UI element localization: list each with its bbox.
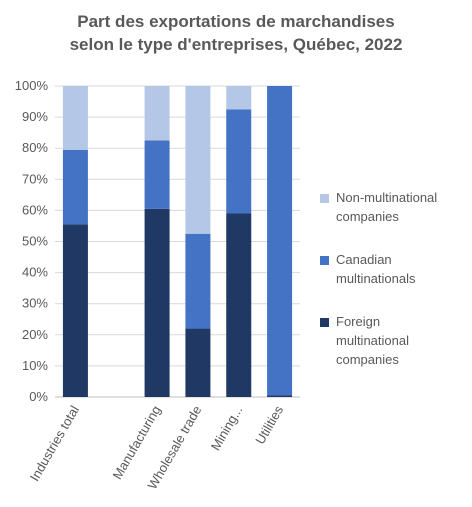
- gridlines: [55, 85, 300, 398]
- y-tick-label: 60%: [22, 202, 48, 217]
- bar-segment: [62, 149, 88, 225]
- legend-label-line: companies: [336, 352, 399, 367]
- bar-segment: [226, 86, 252, 110]
- bar-segment: [267, 86, 293, 396]
- y-tick-label: 70%: [22, 171, 48, 186]
- y-tick-label: 50%: [22, 234, 48, 249]
- bar-segment: [144, 208, 170, 397]
- chart-title-line-2: selon le type d'entreprises, Québec, 202…: [69, 35, 403, 54]
- legend: Non-multinational companies Canadian multin…: [320, 188, 470, 393]
- bar-segment: [226, 213, 252, 397]
- legend-label-line: Non-multinational: [336, 190, 438, 205]
- y-tick-label: 80%: [22, 140, 48, 155]
- legend-label-line: companies: [336, 209, 399, 224]
- bar-segment: [226, 109, 252, 214]
- bar-segment: [185, 328, 211, 397]
- legend-item: Foreign multinational companies: [320, 312, 470, 369]
- bar-segment: [185, 233, 211, 329]
- bar-segment: [144, 86, 170, 141]
- legend-swatch: [320, 318, 329, 327]
- bars: [62, 86, 293, 397]
- y-tick-label: 100%: [15, 78, 49, 93]
- y-tick-label: 90%: [22, 109, 48, 124]
- bar-segment: [267, 395, 293, 397]
- x-tick-label: Industries total: [27, 403, 82, 484]
- legend-swatch: [320, 256, 329, 265]
- legend-label-line: multinationals: [336, 271, 416, 286]
- y-tick-label: 40%: [22, 265, 48, 280]
- chart-title: Part des exportations de marchandises se…: [0, 10, 472, 56]
- y-tick-label: 20%: [22, 327, 48, 342]
- legend-item: Non-multinational companies: [320, 188, 470, 226]
- bar-segment: [144, 140, 170, 209]
- legend-label-line: multinational: [336, 333, 409, 348]
- bar-segment: [62, 86, 88, 150]
- y-axis: 0% 10% 20% 30% 40% 50% 60% 70% 80% 90% 100%: [15, 78, 49, 404]
- y-tick-label: 10%: [22, 358, 48, 373]
- bar-segment: [62, 224, 88, 397]
- legend-item: Canadian multinationals: [320, 250, 470, 288]
- x-tick-label: Mining...: [208, 403, 246, 453]
- legend-label-line: Canadian: [336, 252, 392, 267]
- x-tick-label: Utilities: [252, 403, 286, 447]
- bar-segment: [185, 86, 211, 234]
- y-tick-label: 30%: [22, 296, 48, 311]
- legend-label-line: Foreign: [336, 314, 381, 329]
- chart-title-line-1: Part des exportations de marchandises: [77, 12, 395, 31]
- legend-swatch: [320, 194, 329, 203]
- y-tick-label: 0%: [29, 389, 48, 404]
